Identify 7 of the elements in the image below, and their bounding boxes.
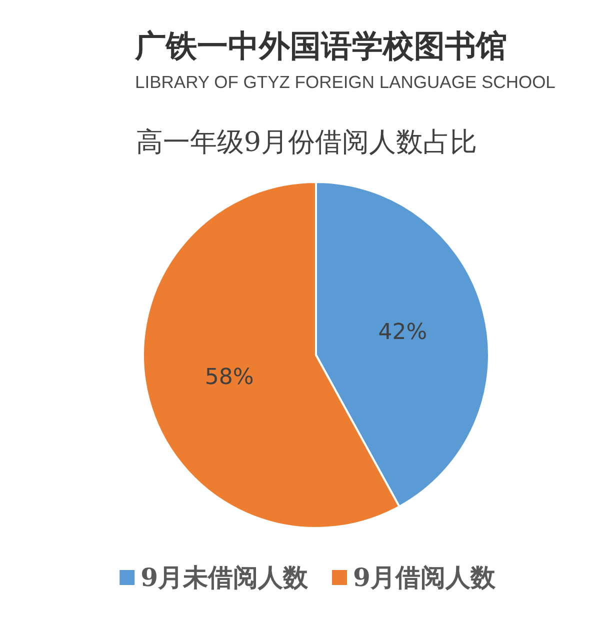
data-label: 42% (378, 320, 428, 346)
text: 广铁一中外国语学校图书馆 (134, 28, 507, 64)
legend-label: 9月未借阅人数 (140, 563, 309, 592)
data-label: 58% (204, 364, 254, 390)
legend-label: 9月借阅人数 (353, 563, 496, 592)
chart-title: 高一年级9月份借阅人数占比 (136, 127, 478, 158)
text: LIBRARY OF GTYZ FOREIGN LANGUAGE SCHOOL (135, 72, 556, 92)
